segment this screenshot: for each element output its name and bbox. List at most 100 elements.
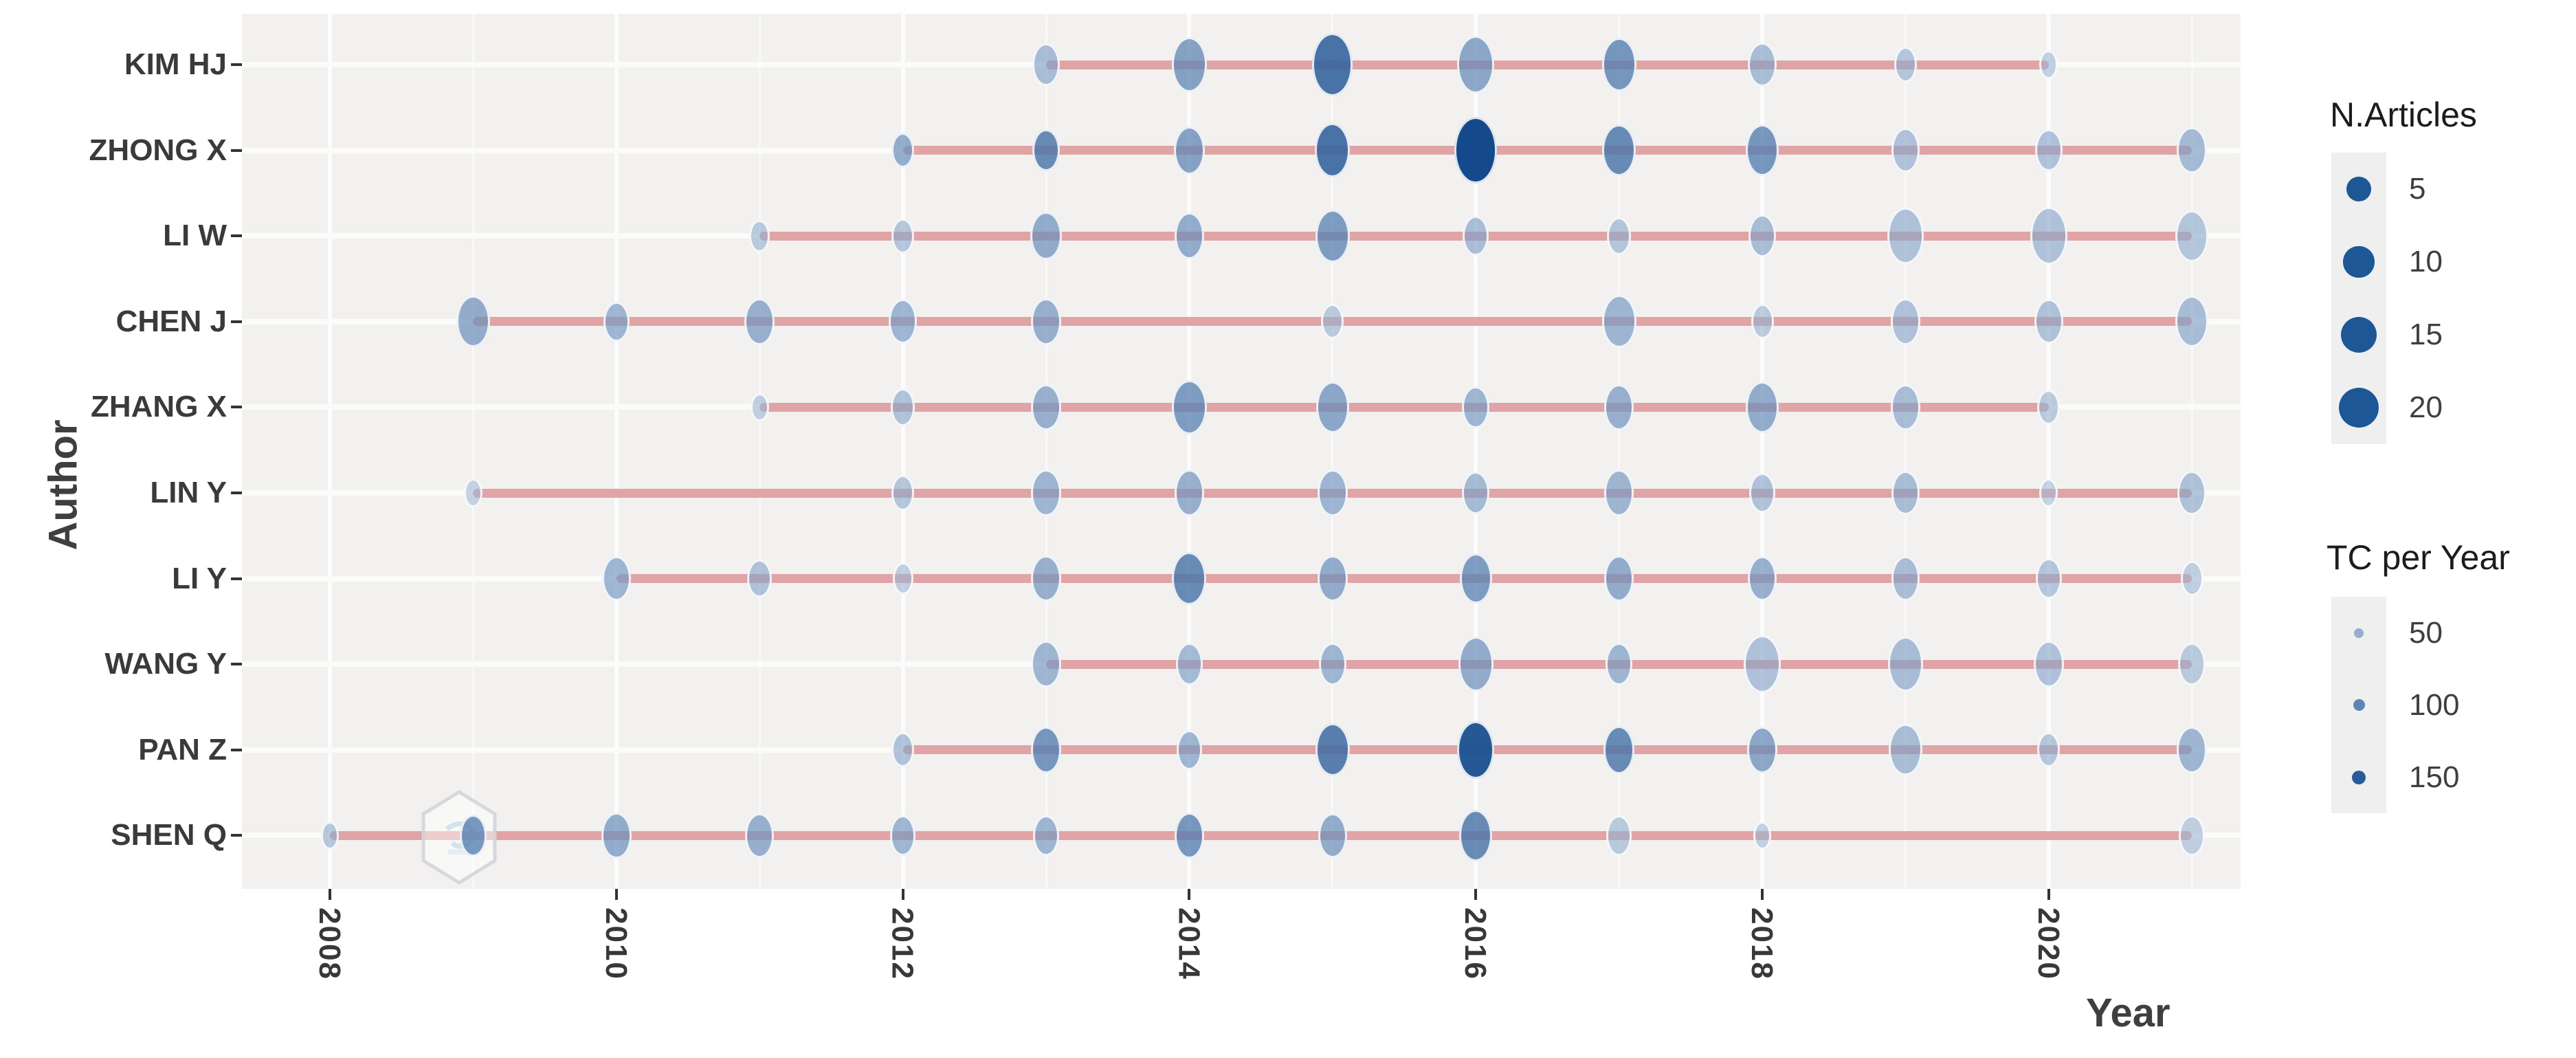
- bubble: [1890, 384, 1921, 431]
- x-axis-tick: [1188, 889, 1191, 900]
- bubble: [1459, 809, 1493, 861]
- x-axis-tick: [1761, 889, 1764, 900]
- bubble: [1462, 472, 1490, 514]
- gridline-major-vertical: [900, 14, 905, 889]
- x-axis-label-year: 2012: [885, 907, 920, 980]
- gridline-major-vertical: [2046, 14, 2051, 889]
- gridline-major-vertical: [328, 14, 332, 889]
- bubble: [1174, 212, 1205, 259]
- bubble: [1748, 556, 1777, 601]
- x-axis-year-text: 2018: [1745, 907, 1779, 980]
- bubble: [1606, 815, 1632, 856]
- bubble: [1175, 643, 1203, 686]
- bubble: [1601, 295, 1636, 349]
- bubble: [1033, 815, 1059, 856]
- bubble: [2030, 207, 2067, 265]
- bubble: [1315, 381, 1349, 433]
- y-axis-tick: [231, 834, 242, 837]
- size-legend-circle: [2338, 387, 2379, 428]
- bubble: [2034, 129, 2063, 172]
- bubble: [2034, 641, 2064, 687]
- y-axis-label-author: KIM HJ: [124, 47, 227, 81]
- bubble: [1312, 33, 1353, 96]
- bubble: [2177, 470, 2207, 516]
- bubble: [2175, 210, 2209, 262]
- author-timeline: [1046, 60, 2049, 69]
- plot-panel: [242, 14, 2241, 889]
- bubble: [2177, 126, 2207, 174]
- x-axis-tick: [1474, 889, 1478, 900]
- gridline-minor-vertical: [2190, 14, 2193, 889]
- bubble: [1753, 821, 1772, 850]
- bubble: [2175, 296, 2209, 348]
- bubble: [1031, 298, 1061, 345]
- bubble: [2037, 732, 2061, 768]
- bubble: [603, 301, 630, 342]
- author-timeline: [616, 574, 2192, 584]
- size-legend-value: 10: [2409, 245, 2443, 278]
- bubble: [2178, 643, 2206, 686]
- bubble: [1454, 117, 1498, 184]
- bubble: [601, 556, 631, 601]
- bubble: [601, 812, 632, 859]
- bubble: [891, 133, 915, 168]
- bubble: [1751, 304, 1774, 340]
- bubble: [1174, 470, 1205, 516]
- bubble: [744, 298, 775, 345]
- bubble: [745, 813, 775, 858]
- bubble: [1602, 124, 1636, 177]
- bubble: [1603, 384, 1634, 431]
- bubble: [1172, 551, 1207, 606]
- x-axis-year-text: 2010: [599, 907, 633, 980]
- bubble: [1318, 555, 1348, 602]
- bubble: [1171, 37, 1208, 92]
- size-legend-key: [2331, 225, 2386, 298]
- gridline-major-vertical: [1474, 14, 1478, 889]
- bubble: [463, 478, 482, 507]
- bubble: [1887, 208, 1924, 264]
- bubble: [1174, 812, 1205, 859]
- bubble: [1463, 215, 1489, 256]
- bubble: [1891, 128, 1920, 173]
- color-legend-value: 100: [2409, 688, 2460, 722]
- gridline-minor-vertical: [471, 14, 474, 889]
- x-axis-year-text: 2008: [313, 907, 346, 980]
- x-axis-title: Year: [2086, 991, 2170, 1035]
- size-legend-key: [2331, 371, 2386, 444]
- bubble: [1457, 36, 1495, 93]
- bubble: [1315, 122, 1351, 178]
- size-legend-value: 5: [2409, 172, 2426, 206]
- bubble: [1894, 47, 1917, 82]
- size-legend-key: [2331, 298, 2386, 371]
- bubble: [747, 560, 772, 598]
- bubble: [1747, 727, 1777, 773]
- x-axis-label-year: 2010: [599, 907, 633, 980]
- bubble: [1749, 472, 1775, 514]
- y-axis-label-author: LIN Y: [150, 476, 227, 509]
- x-axis-tick: [329, 889, 331, 900]
- bubble: [1031, 641, 1061, 687]
- x-axis-label-year: 2020: [2031, 907, 2065, 980]
- y-axis-label-author: CHEN J: [115, 304, 227, 338]
- bubble: [1744, 635, 1781, 694]
- bubble: [1030, 212, 1062, 261]
- y-axis-label-author: SHEN Q: [111, 818, 227, 852]
- bubble: [1318, 643, 1346, 686]
- bubble: [1890, 298, 1921, 345]
- author-timeline: [330, 830, 2192, 840]
- y-axis-tick: [231, 234, 242, 238]
- bubble: [1173, 126, 1205, 175]
- gridline-minor-vertical: [1618, 14, 1621, 889]
- gridline-minor-vertical: [1904, 14, 1907, 889]
- bubble: [1601, 38, 1636, 91]
- size-legend-circle: [2346, 177, 2371, 201]
- bubble: [1889, 724, 1922, 776]
- x-axis-tick: [614, 889, 618, 900]
- color-legend-circle: [2354, 628, 2364, 638]
- bubble: [459, 814, 487, 857]
- x-axis-year-text: 2016: [1458, 907, 1493, 980]
- bubble: [2035, 558, 2062, 599]
- size-legend-value: 15: [2409, 318, 2443, 351]
- bubble: [456, 296, 490, 348]
- color-legend-key: [2331, 741, 2386, 813]
